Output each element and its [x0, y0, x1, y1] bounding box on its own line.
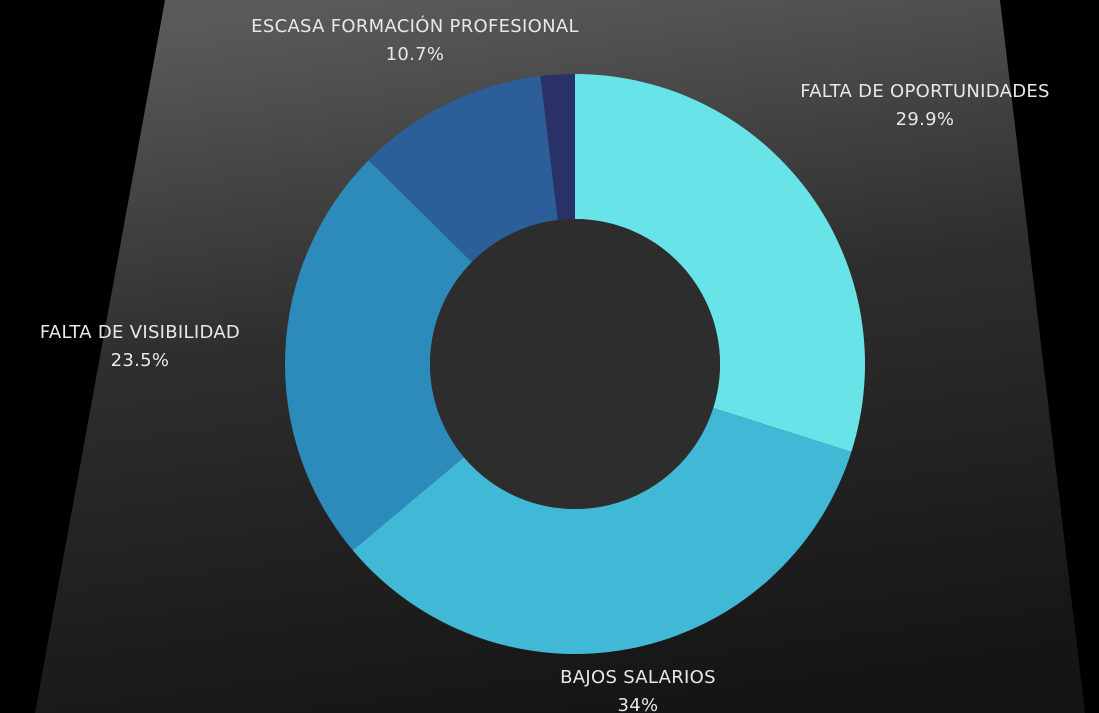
- donut-hole: [430, 219, 720, 509]
- donut-slice: [368, 76, 558, 263]
- slice-label: ESCASA FORMACIÓN PROFESIONAL: [251, 15, 579, 37]
- slice-value-label: 29.9%: [896, 109, 955, 130]
- donut-slice: [540, 74, 575, 221]
- donut-slice: [575, 74, 865, 452]
- donut-slice: [285, 160, 472, 551]
- slice-label: FALTA DE OPORTUNIDADES: [800, 81, 1050, 102]
- slice-label: FALTA DE VISIBILIDAD: [40, 322, 240, 343]
- donut-slice: [352, 407, 852, 654]
- slice-value-label: 10.7%: [386, 44, 445, 65]
- slice-value-label: 34%: [618, 695, 659, 713]
- slice-label: BAJOS SALARIOS: [560, 667, 716, 688]
- slice-value-label: 23.5%: [111, 350, 170, 371]
